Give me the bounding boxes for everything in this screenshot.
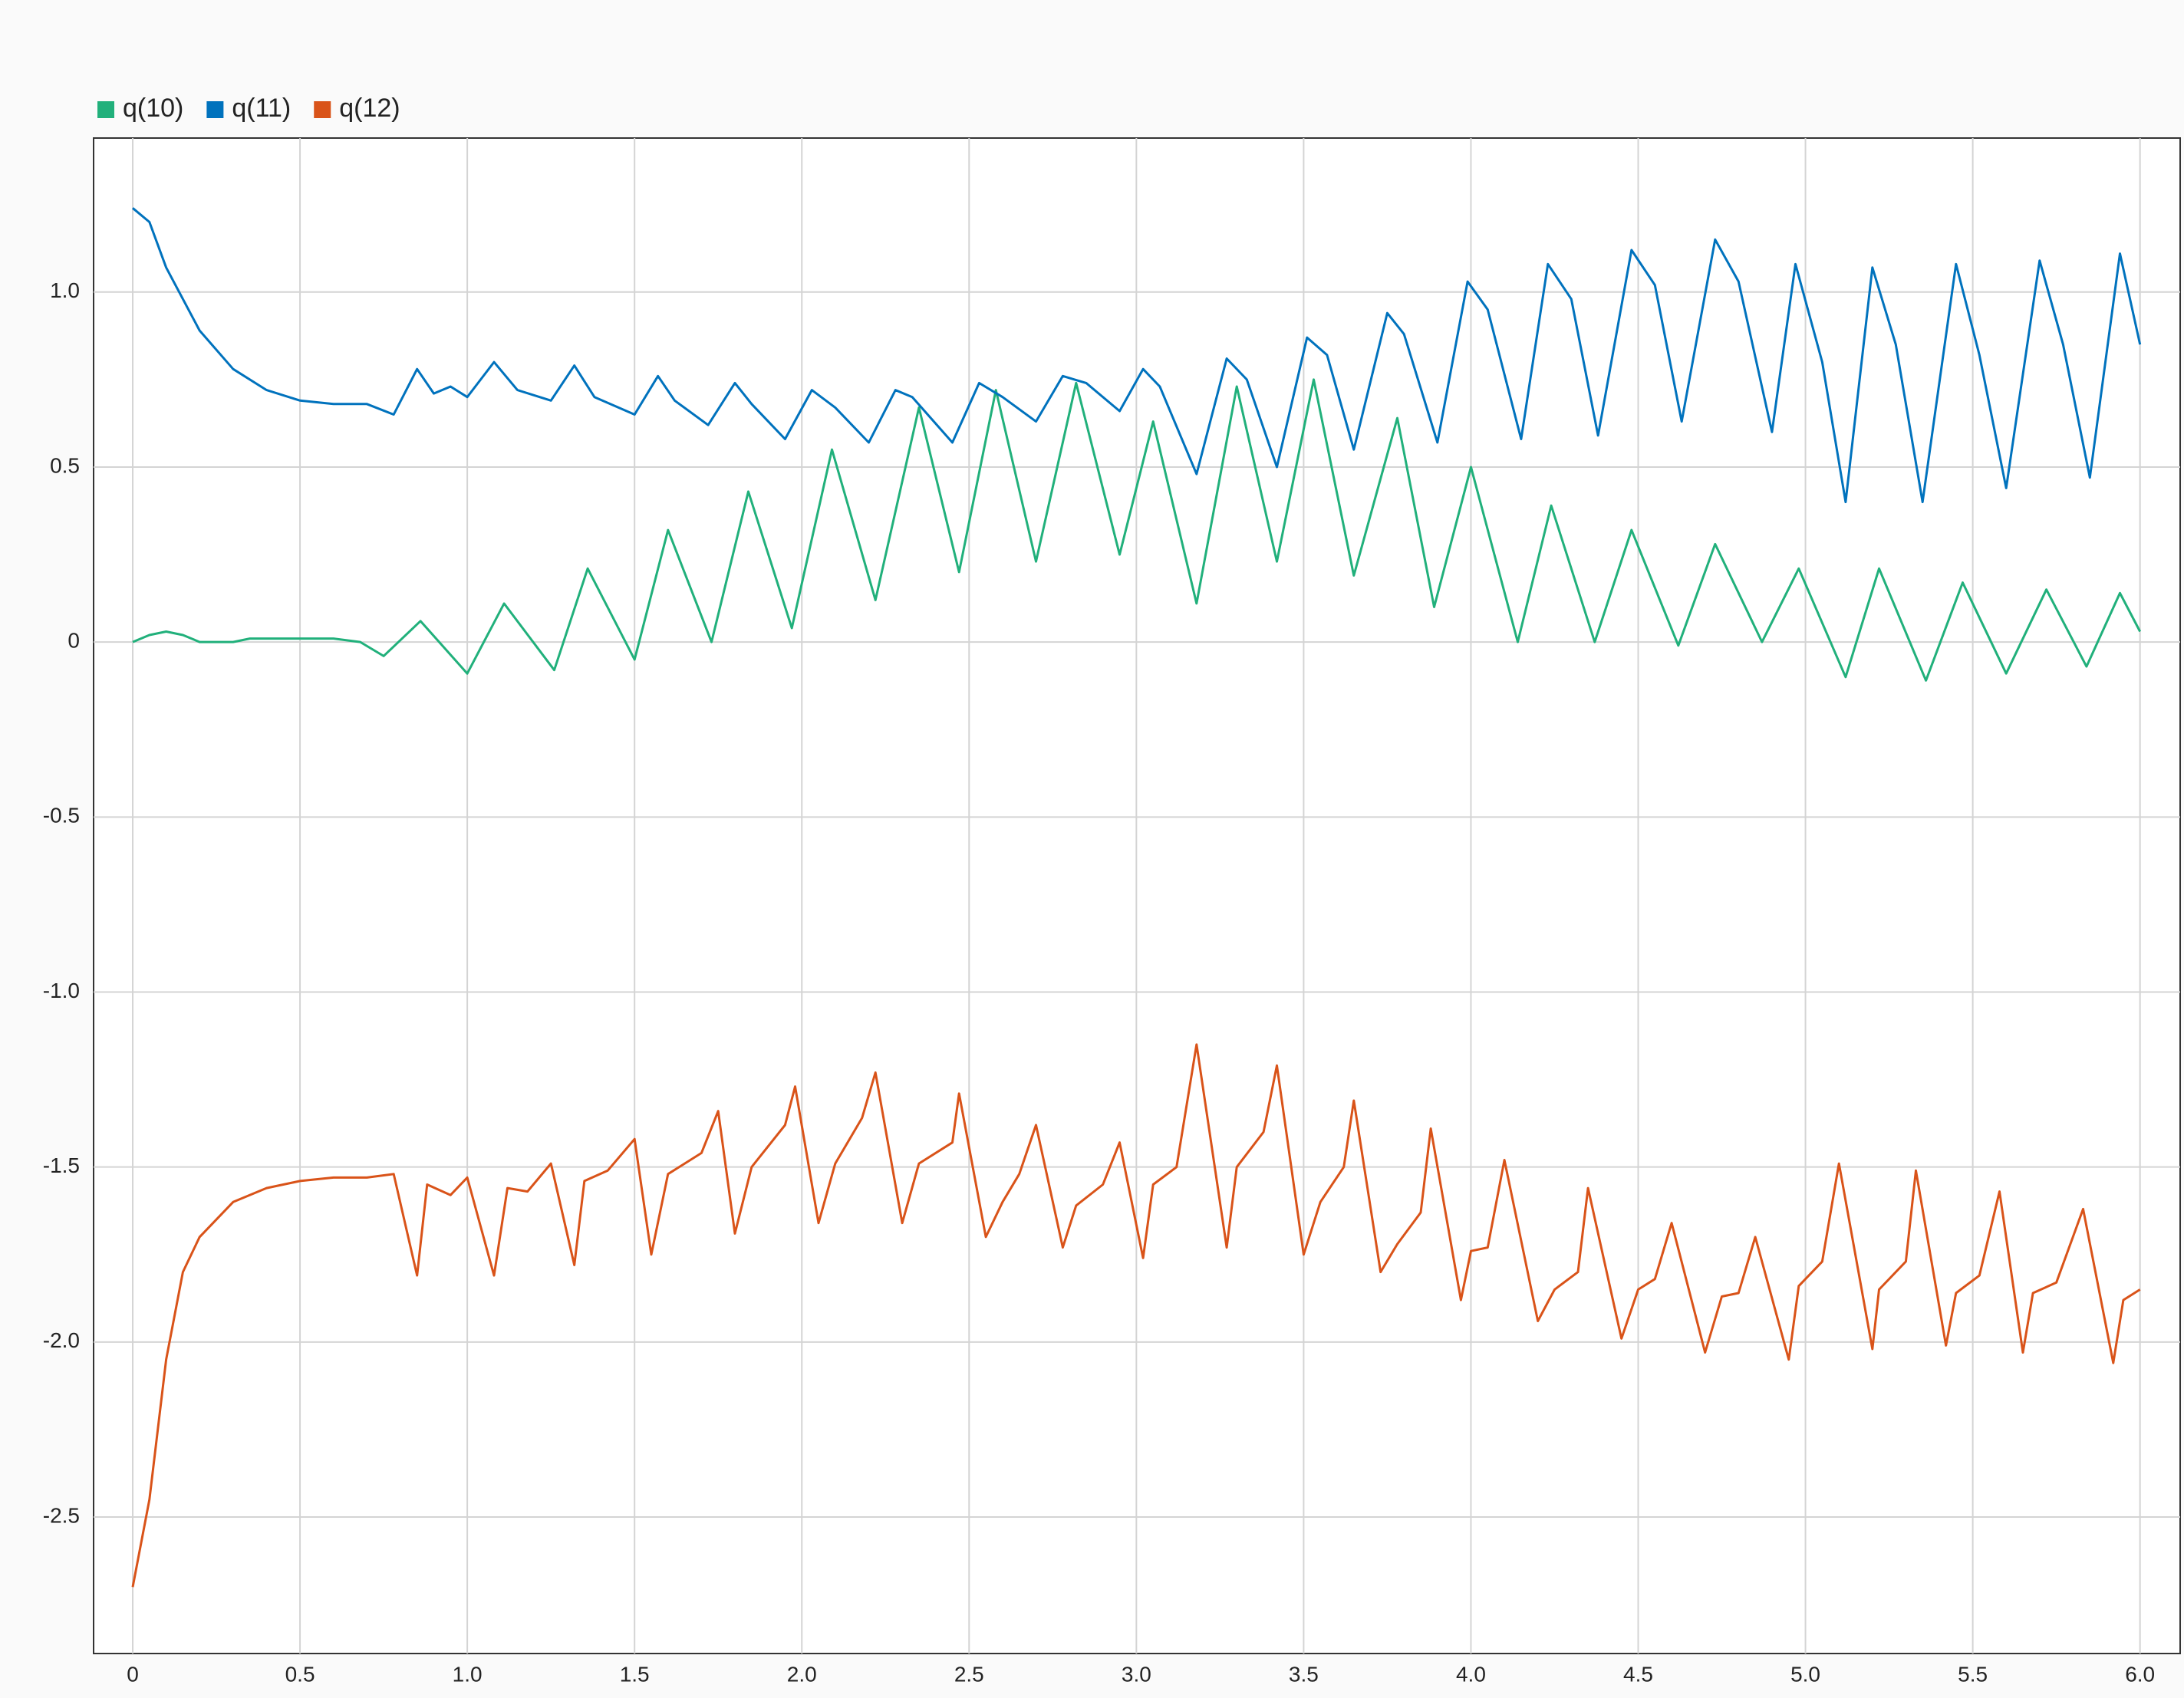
x-tick-label: 6.0 <box>2125 1662 2155 1686</box>
series-line <box>132 207 2142 504</box>
legend-label: q(10) <box>123 94 183 123</box>
lines <box>131 207 2142 1588</box>
y-tick-label: 1.0 <box>50 278 80 302</box>
legend-swatch <box>97 101 114 118</box>
x-tick-label: 4.5 <box>1623 1662 1653 1686</box>
x-tick-label: 4.0 <box>1456 1662 1486 1686</box>
x-tick-label: 0.5 <box>285 1662 315 1686</box>
y-tick-label: -2.0 <box>43 1328 80 1352</box>
series-line <box>131 1043 2141 1588</box>
x-tick-label: 2.0 <box>787 1662 817 1686</box>
legend-label: q(11) <box>232 94 291 123</box>
x-tick-label: 3.0 <box>1122 1662 1151 1686</box>
y-tick-label: 0 <box>68 629 80 653</box>
x-tick-label: 3.5 <box>1289 1662 1319 1686</box>
legend-label: q(12) <box>339 94 400 123</box>
x-tick-label: 5.0 <box>1790 1662 1820 1686</box>
series-line <box>132 378 2142 682</box>
x-tick-label: 1.0 <box>453 1662 483 1686</box>
grid <box>94 138 2180 1654</box>
y-tick-label: 0.5 <box>50 453 80 477</box>
labels: 0 0.5 1.0 1.5 2.0 2.5 3.0 3.5 4.0 4.5 5.0 5.5 6.0 -2.… <box>43 94 2155 1686</box>
x-tick-label: 0 <box>127 1662 139 1686</box>
legend-swatch <box>206 101 224 118</box>
y-tick-label: -0.5 <box>43 804 80 828</box>
y-tick-label: -1.5 <box>43 1153 80 1177</box>
y-tick-label: -1.0 <box>43 979 80 1002</box>
y-tick-label: -2.5 <box>43 1503 80 1527</box>
x-tick-label: 2.5 <box>954 1662 984 1686</box>
x-tick-label: 5.5 <box>1958 1662 1988 1686</box>
legend-swatch <box>314 101 331 118</box>
x-tick-label: 1.5 <box>620 1662 650 1686</box>
